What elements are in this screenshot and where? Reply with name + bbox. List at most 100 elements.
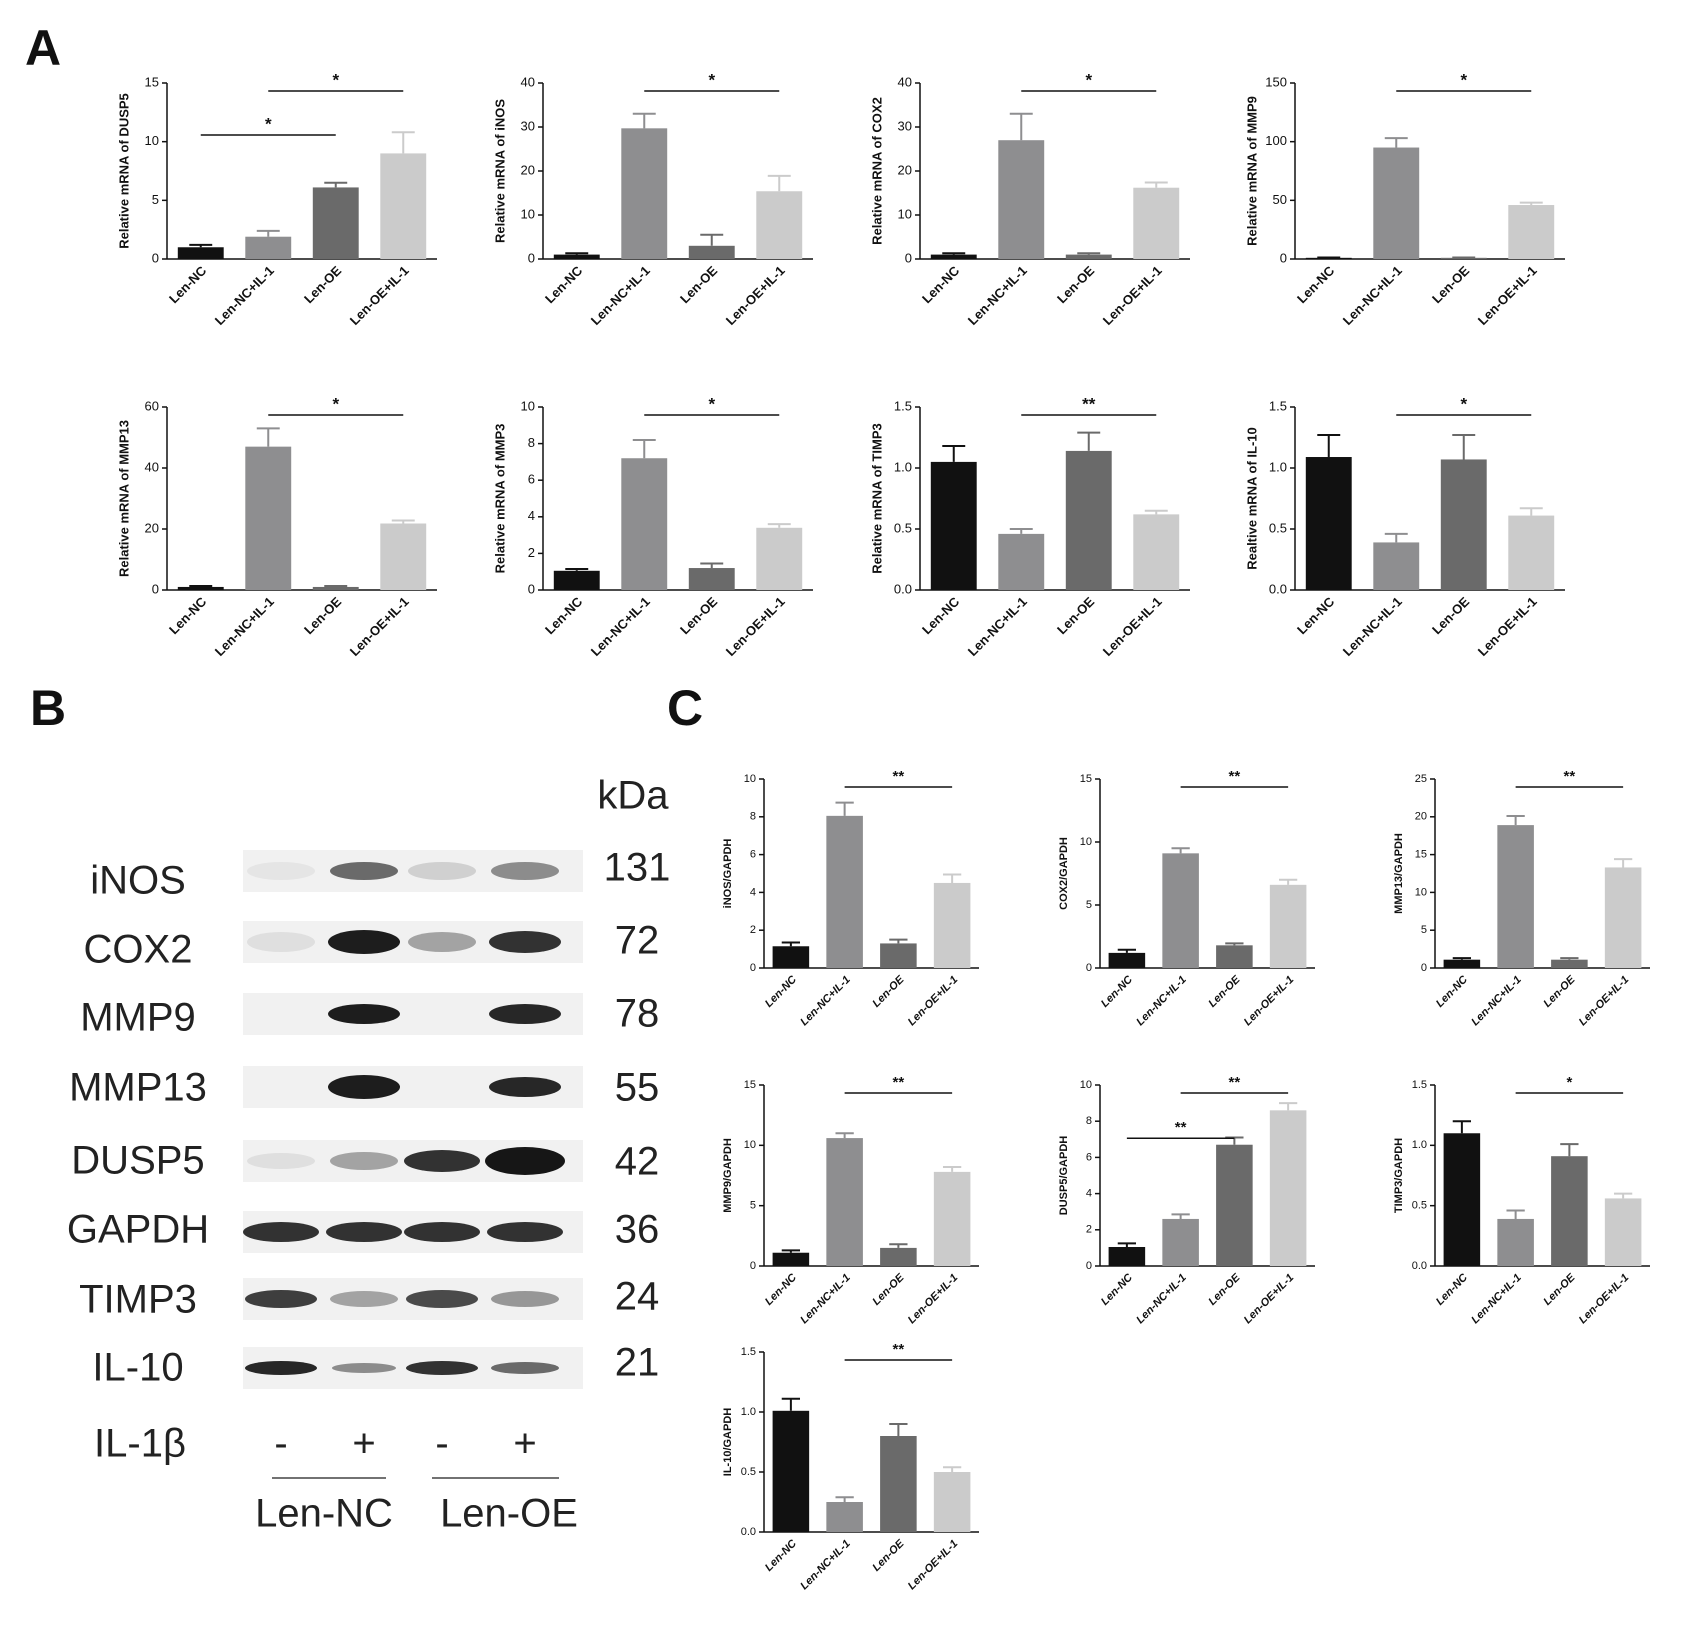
band — [491, 862, 559, 880]
blot-strip — [243, 1211, 583, 1253]
x-tick-label: Len-NC+IL-1 — [1469, 1272, 1524, 1327]
bar — [688, 568, 735, 590]
y-tick-label: 0.5 — [894, 520, 912, 535]
kda-label: 72 — [615, 919, 660, 963]
bar — [998, 140, 1045, 259]
bar — [880, 1247, 917, 1266]
error-bar — [1519, 507, 1543, 516]
y-tick-label: 0 — [905, 250, 912, 265]
band — [245, 1361, 317, 1375]
error-bar — [1613, 1192, 1633, 1199]
blot-strip — [243, 1140, 583, 1182]
y-tick-label: 15 — [145, 74, 159, 89]
error-bar — [1077, 431, 1101, 451]
bar — [1443, 1133, 1481, 1266]
x-tick-label: Len-NC — [1294, 594, 1338, 638]
bar — [826, 1502, 863, 1532]
bar — [933, 1171, 971, 1266]
bar — [1133, 514, 1180, 590]
y-tick-label: 25 — [1415, 773, 1427, 785]
band — [491, 1291, 559, 1307]
y-tick-label: 4 — [750, 886, 756, 898]
y-tick-label: 0 — [152, 581, 159, 596]
error-bar — [1278, 878, 1298, 885]
band — [489, 1004, 561, 1024]
x-tick-label: Len-OE — [870, 1271, 907, 1308]
strip — [243, 850, 583, 892]
error-bar — [1519, 201, 1543, 206]
error-bar — [942, 252, 966, 255]
error-bar — [1452, 957, 1472, 960]
bar — [826, 1138, 863, 1266]
x-tick-label: Len-NC+IL-1 — [1340, 263, 1405, 328]
x-tick-label: Len-OE — [301, 263, 345, 307]
y-tick-label: 0.5 — [1269, 520, 1287, 535]
x-tick-label: Len-NC+IL-1 — [588, 263, 653, 328]
y-tick-label: 6 — [750, 849, 756, 861]
x-tick-label: Len-NC+IL-1 — [965, 263, 1030, 328]
bar — [930, 254, 977, 259]
bar — [312, 187, 359, 259]
y-tick-label: 20 — [898, 162, 912, 177]
x-tick-label: Len-OE+IL-1 — [1242, 1272, 1297, 1327]
x-tick-label: Len-OE+IL-1 — [723, 263, 788, 328]
error-bar — [256, 427, 280, 447]
x-tick-label: Len-NC — [1099, 1271, 1136, 1308]
x-tick-label: Len-OE — [1206, 1271, 1243, 1308]
x-tick-label: Len-OE+IL-1 — [1475, 594, 1540, 659]
bar — [1373, 542, 1420, 590]
x-tick-label: Len-NC+IL-1 — [1134, 974, 1189, 1029]
bar — [1108, 952, 1146, 968]
error-bar — [256, 229, 280, 237]
x-tick-label: Len-NC — [542, 263, 586, 307]
y-tick-label: 5 — [1421, 924, 1427, 936]
x-tick-label: Len-OE — [1429, 594, 1473, 638]
bar — [1508, 205, 1555, 259]
y-axis-label: MMP13/GAPDH — [1393, 833, 1405, 914]
band — [326, 1222, 402, 1242]
y-tick-label: 10 — [521, 206, 535, 221]
protein-label: MMP9 — [80, 996, 196, 1040]
band — [243, 1222, 319, 1242]
bar — [177, 586, 224, 590]
error-bar — [1144, 181, 1168, 188]
y-tick-label: 1.0 — [741, 1406, 756, 1418]
band — [247, 862, 315, 880]
error-bar — [324, 585, 348, 588]
y-tick-label: 1.0 — [894, 459, 912, 474]
x-tick-label: Len-OE+IL-1 — [1475, 263, 1540, 328]
band — [330, 1152, 398, 1170]
y-axis-label: Relative mRNA of MMP3 — [492, 424, 507, 574]
band — [245, 1290, 317, 1308]
error-bar — [1117, 948, 1137, 953]
panel-label: A — [25, 20, 61, 76]
band — [408, 932, 476, 952]
x-tick-label: Len-OE+IL-1 — [347, 594, 412, 659]
significance-label: ** — [1229, 1074, 1241, 1091]
x-tick-label: Len-OE+IL-1 — [1100, 263, 1165, 328]
bar — [553, 254, 600, 259]
significance-label: * — [708, 70, 715, 89]
x-tick-label: Len-NC+IL-1 — [588, 594, 653, 659]
band — [328, 930, 400, 954]
y-tick-label: 0 — [528, 581, 535, 596]
y-tick-label: 10 — [744, 1139, 756, 1151]
error-bar — [324, 181, 348, 188]
error-bar — [889, 938, 908, 944]
protein-label: TIMP3 — [79, 1278, 197, 1322]
y-axis-label: Relative mRNA of DUSP5 — [116, 93, 131, 249]
y-tick-label: 40 — [521, 74, 535, 89]
significance-label: * — [332, 394, 339, 413]
x-tick-label: Len-OE — [1206, 973, 1243, 1010]
y-tick-label: 0 — [1086, 1260, 1092, 1272]
error-bar — [835, 1496, 854, 1502]
error-bar — [1009, 528, 1033, 534]
kda-label: 24 — [615, 1275, 660, 1319]
x-tick-label: Len-OE — [1541, 973, 1578, 1010]
y-tick-label: 6 — [1086, 1151, 1092, 1163]
x-tick-label: Len-NC — [919, 594, 963, 638]
bar — [998, 533, 1045, 590]
bar — [880, 943, 917, 968]
error-bar — [391, 519, 415, 524]
